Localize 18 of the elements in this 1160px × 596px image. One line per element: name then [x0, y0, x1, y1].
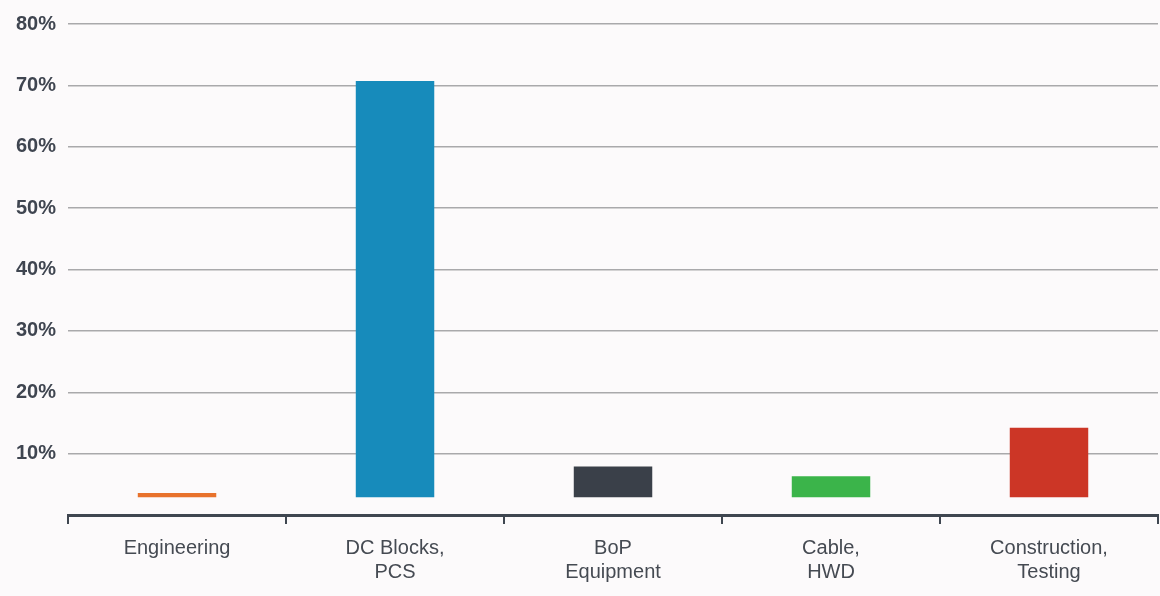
- x-tick-label: BoP Equipment: [565, 535, 662, 582]
- y-tick-label: 70%: [16, 72, 57, 95]
- x-tick-label: Engineering: [123, 535, 231, 558]
- bar: [573, 466, 653, 498]
- bar: [1009, 427, 1089, 498]
- x-tick-label: Construction, Testing: [990, 535, 1108, 582]
- y-tick-label: 60%: [16, 134, 57, 157]
- bar: [355, 81, 435, 498]
- y-tick-label: 80%: [16, 11, 57, 34]
- y-tick-label: 20%: [16, 379, 57, 402]
- y-tick-label: 10%: [16, 441, 57, 464]
- y-tick-label: 50%: [16, 195, 57, 218]
- x-tick-label: DC Blocks, PCS: [345, 535, 445, 582]
- bar: [137, 492, 217, 498]
- y-tick-label: 40%: [16, 257, 57, 280]
- bar: [791, 476, 871, 498]
- x-tick-label: Cable, HWD: [802, 535, 860, 582]
- y-tick-label: 30%: [16, 318, 57, 341]
